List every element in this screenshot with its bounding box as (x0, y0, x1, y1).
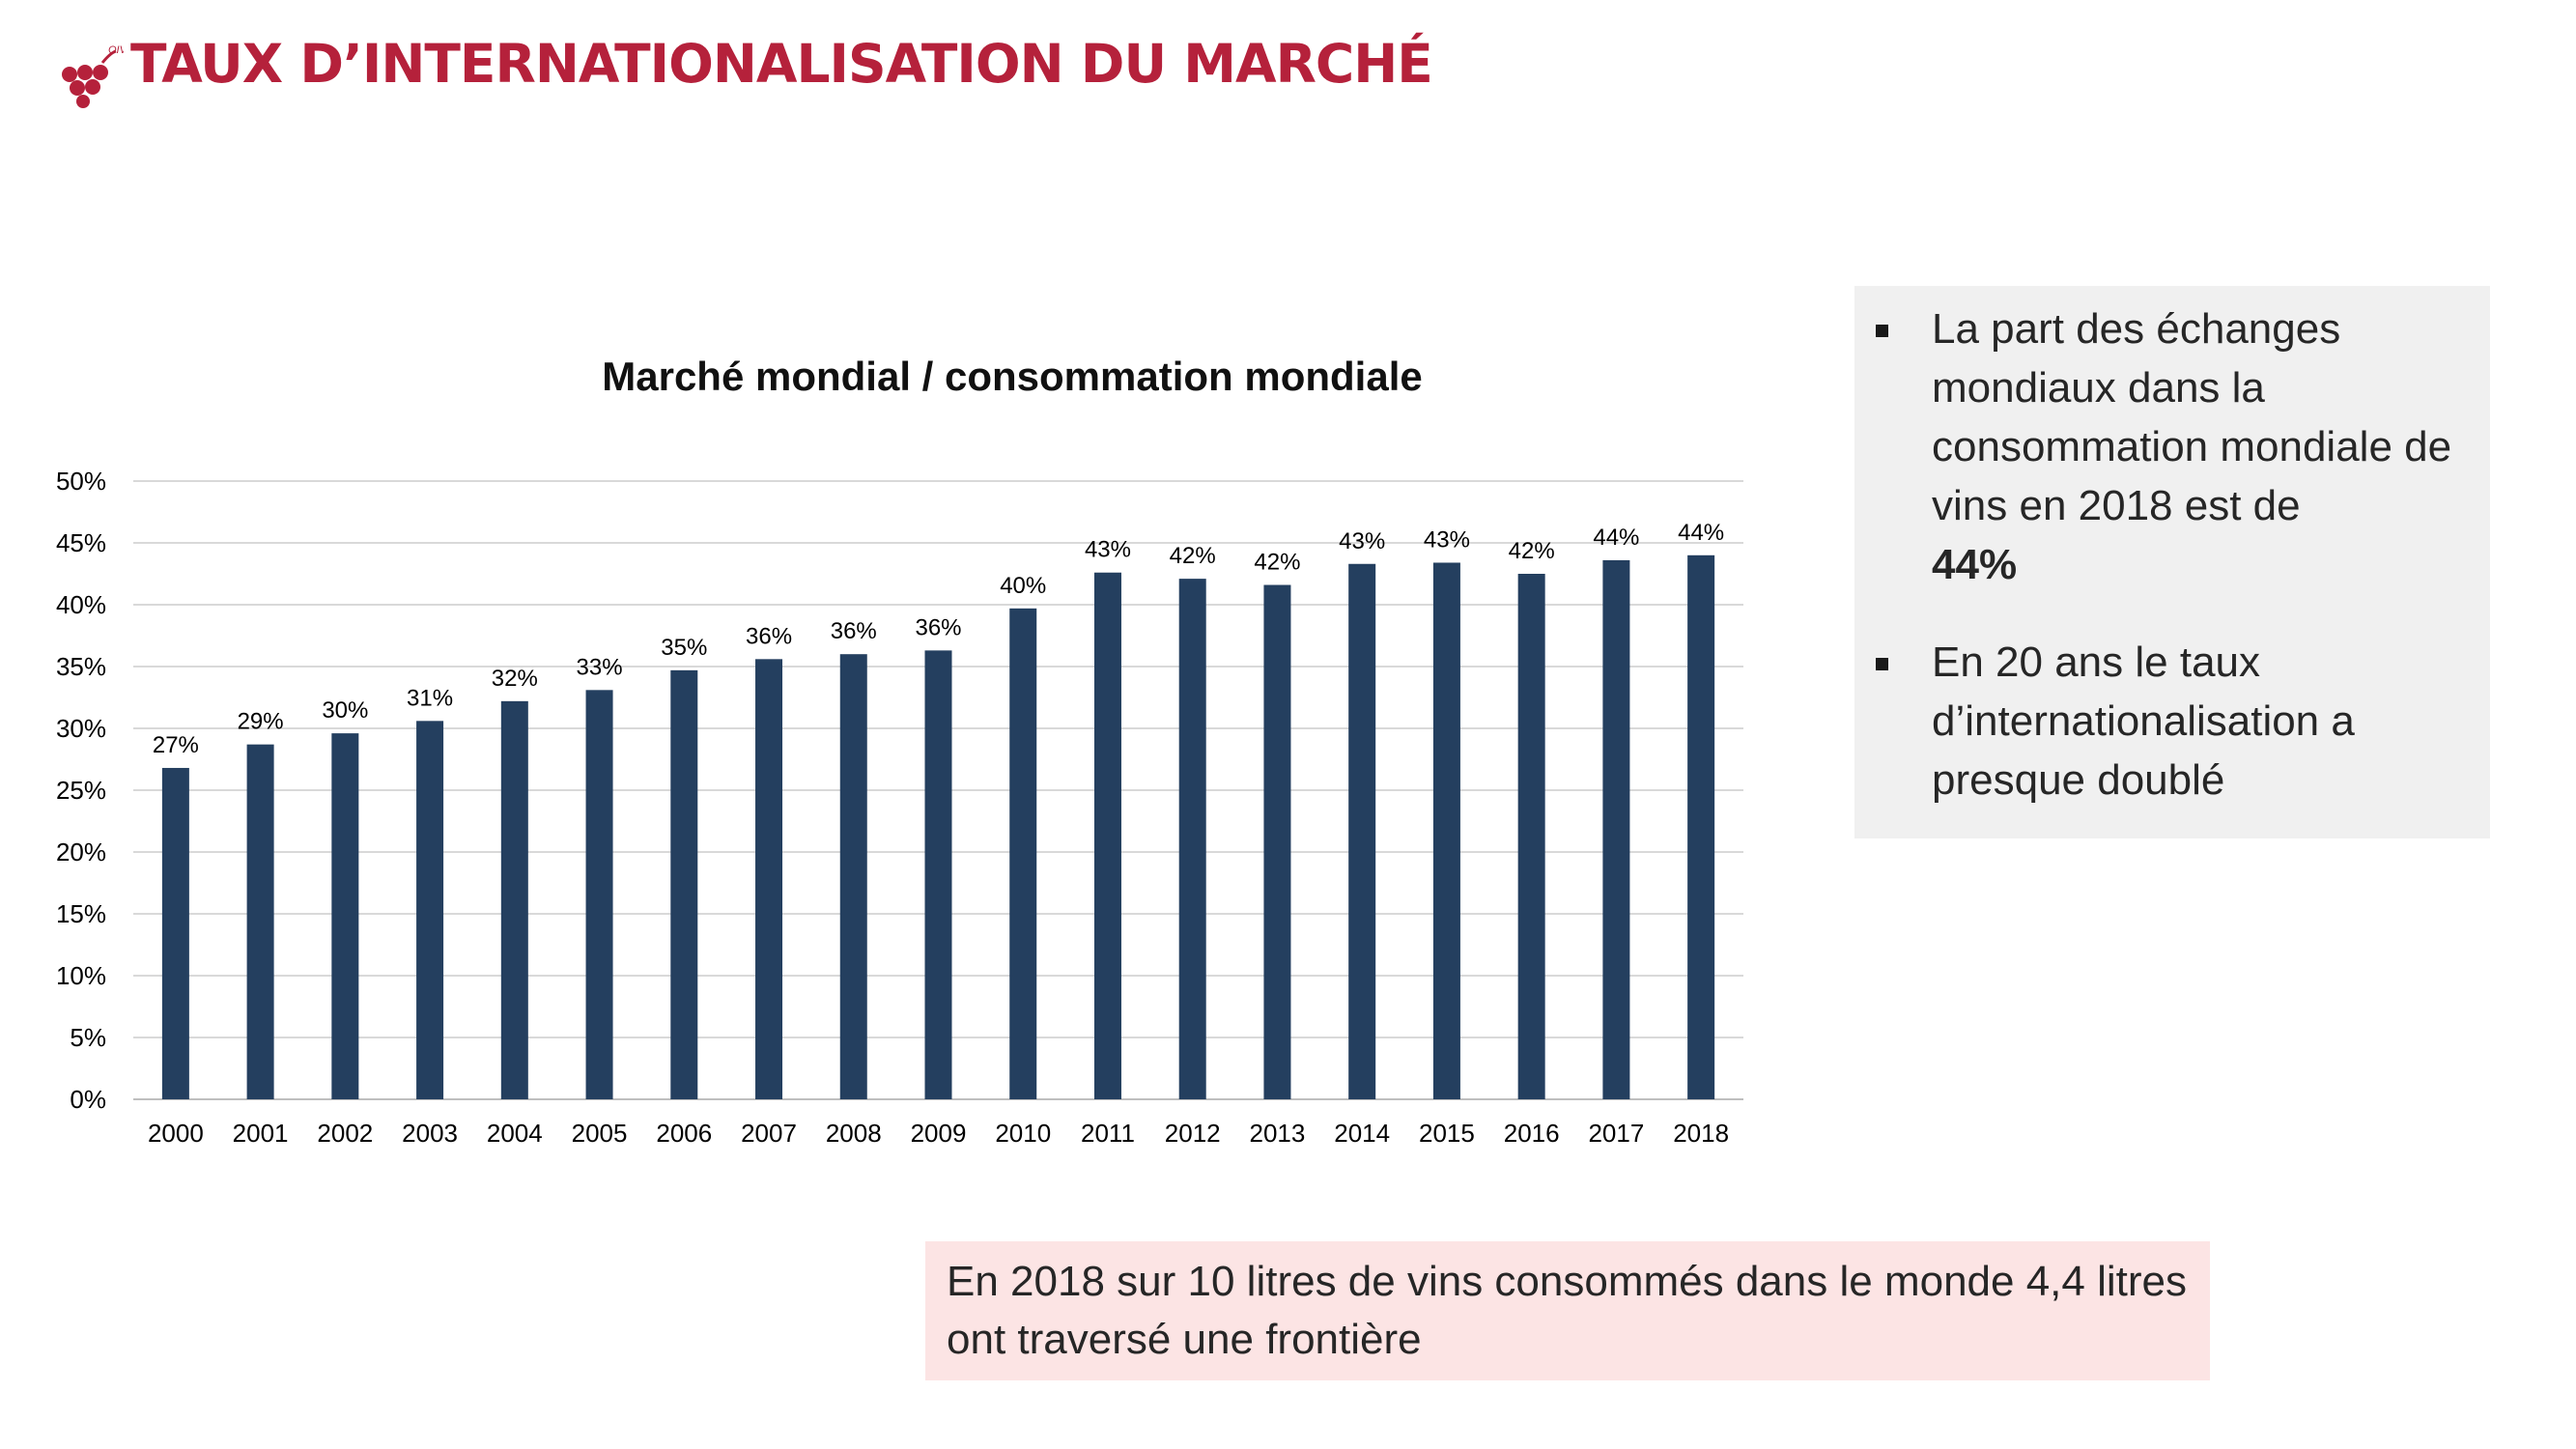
bullet-square-icon (1876, 658, 1888, 670)
y-tick-label: 10% (56, 961, 106, 990)
data-label: 31% (407, 685, 453, 711)
info-bullet-text: La part des échanges mondiaux dans la co… (1932, 305, 2452, 529)
bar-2014 (1348, 563, 1376, 1099)
info-bullet-emphasis: 44% (1932, 541, 2018, 588)
chart-bars: 27% 29% 30% 31% 32% 33% 35% 36% 36% 36% 40% 43% 42% 4… (153, 520, 1724, 1099)
bullet-square-icon (1876, 325, 1888, 337)
bar-2017 (1602, 559, 1630, 1099)
bar-2015 (1432, 562, 1460, 1099)
info-bullet-share: La part des échanges mondiaux dans la co… (1876, 299, 2461, 594)
bar-2001 (246, 744, 274, 1099)
bar-2008 (839, 654, 867, 1099)
data-label: 36% (831, 618, 877, 644)
data-label: 30% (322, 697, 368, 724)
data-label: 35% (661, 635, 707, 661)
bar-2005 (585, 690, 613, 1099)
x-tick-label: 2002 (317, 1119, 373, 1148)
x-tick-label: 2000 (148, 1119, 204, 1148)
y-axis: 0% 5% 10% 15% 20% 25% 30% 35% 40% 45% 50% (56, 467, 106, 1114)
data-label: 43% (1085, 537, 1131, 563)
x-tick-label: 2007 (741, 1119, 797, 1148)
data-label: 32% (492, 666, 538, 692)
data-label: 42% (1254, 550, 1300, 576)
bar-2007 (755, 659, 783, 1099)
bar-2016 (1517, 574, 1545, 1099)
data-label: 43% (1424, 526, 1470, 553)
x-tick-label: 2013 (1250, 1119, 1306, 1148)
x-tick-label: 2010 (995, 1119, 1051, 1148)
y-tick-label: 40% (56, 590, 106, 619)
y-tick-label: 30% (56, 714, 106, 743)
x-tick-label: 2006 (656, 1119, 712, 1148)
y-tick-label: 25% (56, 776, 106, 805)
bar-2004 (500, 700, 528, 1099)
y-tick-label: 50% (56, 467, 106, 496)
data-label: 36% (746, 623, 792, 649)
bar-2006 (670, 669, 698, 1099)
x-tick-label: 2018 (1673, 1119, 1729, 1148)
x-axis: 2000 2001 2002 2003 2004 2005 2006 2007 2008 2009… (148, 1119, 1729, 1148)
x-tick-label: 2015 (1419, 1119, 1475, 1148)
data-label: 43% (1339, 528, 1385, 554)
logo-text: OIV (108, 44, 124, 56)
bar-2013 (1263, 584, 1291, 1099)
x-tick-label: 2003 (402, 1119, 458, 1148)
data-label: 29% (238, 709, 284, 735)
x-tick-label: 2004 (487, 1119, 543, 1148)
info-bullet-growth: En 20 ans le taux d’internationalisation… (1876, 633, 2461, 810)
y-tick-label: 45% (56, 528, 106, 557)
bar-2003 (416, 721, 444, 1099)
x-tick-label: 2014 (1334, 1119, 1390, 1148)
y-tick-label: 15% (56, 899, 106, 928)
data-label: 33% (577, 654, 623, 680)
data-label: 42% (1509, 538, 1555, 564)
bar-2010 (1009, 608, 1037, 1099)
chart-title: Marché mondial / consommation mondiale (602, 354, 1422, 399)
data-label: 44% (1593, 525, 1639, 551)
y-tick-label: 0% (70, 1085, 106, 1114)
data-label: 40% (1000, 573, 1046, 599)
data-label: 27% (153, 732, 199, 758)
x-tick-label: 2005 (572, 1119, 628, 1148)
info-bullet-text: En 20 ans le taux d’internationalisation… (1932, 639, 2355, 804)
bar-2011 (1093, 572, 1121, 1099)
data-label: 36% (915, 614, 961, 640)
bar-2018 (1687, 554, 1715, 1099)
page-title: TAUX D’INTERNATIONALISATION DU MARCHÉ (130, 33, 1433, 95)
x-tick-label: 2017 (1588, 1119, 1644, 1148)
y-tick-label: 20% (56, 838, 106, 867)
y-tick-label: 5% (70, 1023, 106, 1052)
oiv-grape-logo-icon: OIV (62, 44, 124, 108)
x-tick-label: 2001 (233, 1119, 289, 1148)
note-text: En 2018 sur 10 litres de vins consommés … (947, 1258, 2187, 1363)
y-tick-label: 35% (56, 652, 106, 681)
bar-2002 (331, 733, 359, 1099)
bar-chart: Marché mondial / consommation mondiale 0… (56, 354, 1743, 1148)
bar-2009 (924, 650, 952, 1099)
info-box: La part des échanges mondiaux dans la co… (1854, 286, 2490, 838)
x-tick-label: 2009 (911, 1119, 967, 1148)
x-tick-label: 2011 (1081, 1119, 1135, 1148)
x-tick-label: 2008 (826, 1119, 882, 1148)
bar-2012 (1178, 579, 1206, 1099)
bar-2000 (161, 767, 189, 1099)
note-box: En 2018 sur 10 litres de vins consommés … (925, 1241, 2210, 1380)
data-label: 42% (1170, 543, 1216, 569)
x-tick-label: 2016 (1504, 1119, 1560, 1148)
data-label: 44% (1678, 520, 1724, 546)
x-tick-label: 2012 (1165, 1119, 1221, 1148)
